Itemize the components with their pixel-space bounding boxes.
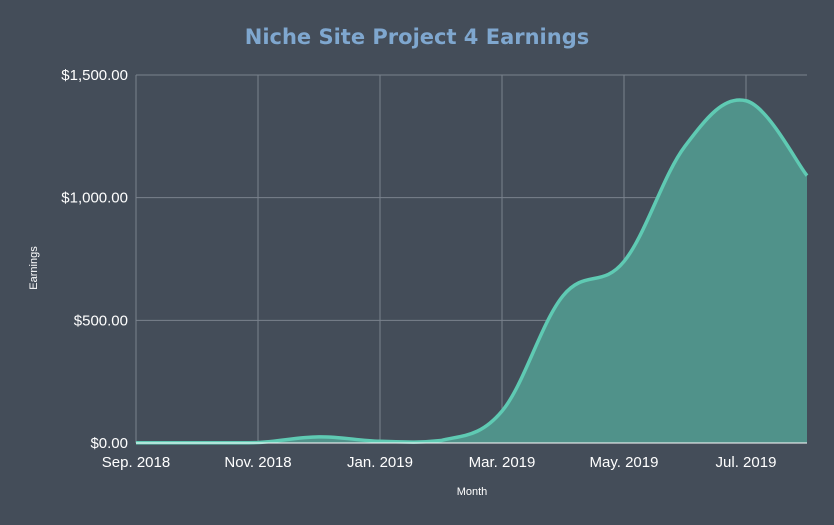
chart-title: Niche Site Project 4 Earnings xyxy=(245,25,589,49)
y-tick-label: $0.00 xyxy=(90,435,128,452)
x-tick-label: May. 2019 xyxy=(590,454,659,471)
x-tick-label: Nov. 2018 xyxy=(224,454,291,471)
x-axis-title: Month xyxy=(457,486,488,498)
x-tick-label: Jul. 2019 xyxy=(716,454,777,471)
y-tick-label: $1,500.00 xyxy=(61,67,128,84)
y-axis-title: Earnings xyxy=(28,246,40,290)
y-axis-ticks: $0.00 $500.00 $1,000.00 $1,500.00 xyxy=(61,67,128,452)
x-tick-label: Sep. 2018 xyxy=(102,454,170,471)
y-tick-label: $500.00 xyxy=(74,312,128,329)
y-tick-label: $1,000.00 xyxy=(61,190,128,207)
earnings-area-fill xyxy=(136,99,807,444)
x-axis-ticks: Sep. 2018 Nov. 2018 Jan. 2019 Mar. 2019 May.… xyxy=(102,454,777,471)
x-tick-label: Jan. 2019 xyxy=(347,454,413,471)
x-tick-label: Mar. 2019 xyxy=(469,454,536,471)
